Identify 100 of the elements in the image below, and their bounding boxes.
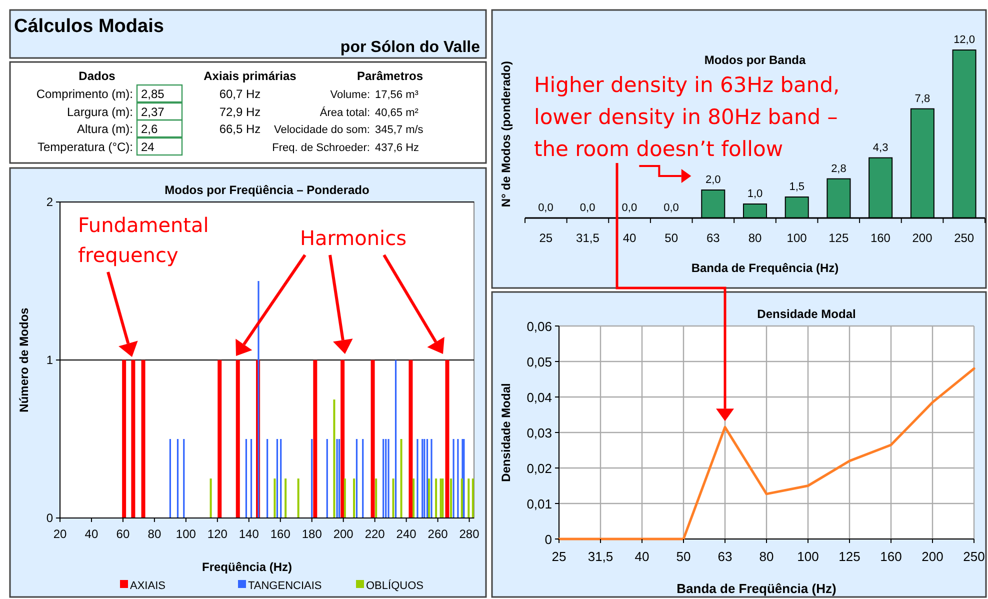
x-tick-label: 63 <box>718 549 732 564</box>
y-tick-label: 0 <box>46 511 54 525</box>
x-tick-label: 250 <box>963 549 985 564</box>
data-label: 1,0 <box>747 188 763 200</box>
x-tick-label: 250 <box>954 231 974 245</box>
data-label: 1,5 <box>789 181 805 193</box>
bar <box>375 478 378 518</box>
data-label: 0,0 <box>580 202 596 214</box>
x-tick-label: 120 <box>207 527 228 541</box>
bar <box>297 478 300 518</box>
legend-label: OBLÍQUOS <box>366 579 424 592</box>
bar <box>274 478 276 518</box>
x-tick-label: 200 <box>912 231 933 245</box>
x-axis-title: Banda de Frequência (Hz) <box>691 261 839 275</box>
y-tick-label: 0,04 <box>526 390 552 405</box>
text: Cálculos Modais <box>14 16 164 37</box>
text: Parâmetros <box>356 69 424 83</box>
x-tick-label: 160 <box>270 527 291 541</box>
text: 40,65 m² <box>375 107 419 119</box>
text: 66,5 Hz <box>219 122 261 136</box>
x-tick-label: 260 <box>428 527 448 541</box>
bar <box>408 360 413 518</box>
y-tick-label: 0 <box>544 532 552 547</box>
bar <box>472 478 474 518</box>
bar <box>468 478 470 518</box>
bar <box>131 360 136 518</box>
x-tick-label: 280 <box>459 527 480 541</box>
x-tick-label: 40 <box>84 527 98 541</box>
data-label: 0,0 <box>538 202 554 214</box>
text: Comprimento (m): <box>36 87 133 101</box>
text: Largura (m): <box>66 105 133 119</box>
bar <box>400 439 402 518</box>
data-label: 2,8 <box>831 162 846 175</box>
text: 2,6 <box>141 122 158 136</box>
text: Velocidade do som: <box>274 124 370 136</box>
x-tick-label: 25 <box>539 231 553 245</box>
bar <box>340 360 345 518</box>
text: por Sólon do Valle <box>340 39 480 56</box>
y-tick-label: 1 <box>46 353 54 367</box>
x-tick-label: 31,5 <box>588 549 614 564</box>
x-axis-title: Banda de Freqüência (Hz) <box>676 581 836 596</box>
text: Volume: <box>330 89 370 101</box>
bar <box>428 478 430 518</box>
x-tick-label: 31,5 <box>576 231 600 245</box>
bar <box>313 360 318 518</box>
text: Axiais primárias <box>204 69 297 83</box>
bar <box>236 360 240 518</box>
bar <box>460 478 463 518</box>
bar <box>353 478 356 518</box>
data-label: 0,0 <box>622 202 638 214</box>
bar <box>122 360 126 518</box>
y-tick-label: 0,05 <box>526 354 552 370</box>
text: Freq. de Schroeder: <box>272 142 370 154</box>
y-axis-title: Densidade Modal <box>499 383 513 482</box>
chart-title: Modos por Banda <box>704 53 806 67</box>
bar <box>333 400 336 518</box>
annotation: Harmonics <box>300 226 407 250</box>
text: 72,9 Hz <box>219 105 261 119</box>
x-tick-label: 125 <box>838 549 860 564</box>
x-tick-label: 25 <box>552 549 566 564</box>
chart-title: Modos por Freqüência – Ponderado <box>164 183 370 197</box>
data-label: 4,3 <box>872 142 888 154</box>
data-label: 12,0 <box>954 34 975 46</box>
x-tick-label: 50 <box>676 549 691 564</box>
x-tick-label: 200 <box>333 527 354 541</box>
x-tick-label: 125 <box>828 231 849 245</box>
bar <box>210 478 212 518</box>
chart-title: Densidade Modal <box>757 307 856 321</box>
x-tick-label: 100 <box>797 549 819 564</box>
text: Temperatura (°C): <box>38 140 133 154</box>
x-tick-label: 20 <box>53 527 67 541</box>
bar <box>412 478 415 518</box>
y-tick-label: 0,03 <box>526 426 552 440</box>
x-axis-title: Freqüência (Hz) <box>202 560 292 574</box>
text: 60,7 Hz <box>219 87 261 101</box>
x-tick-label: 63 <box>706 231 720 245</box>
x-tick-label: 80 <box>748 231 762 245</box>
bar <box>435 478 438 518</box>
x-tick-label: 140 <box>238 527 260 541</box>
text: 17,56 m³ <box>375 89 419 101</box>
bar <box>218 360 222 518</box>
x-tick-label: 80 <box>148 527 162 541</box>
text: Dados <box>78 69 116 83</box>
text: Altura (m): <box>76 122 133 136</box>
x-tick-label: 80 <box>759 549 774 564</box>
y-axis-title: Número de Modos <box>17 307 31 412</box>
text: 2,85 <box>141 87 165 101</box>
data-label: 7,8 <box>914 92 930 105</box>
bar <box>141 360 146 518</box>
x-tick-label: 40 <box>634 549 650 564</box>
legend-label: AXIAIS <box>130 580 166 592</box>
annotation: Higher density in 63Hz band, lower density in 80Hz band – the room doesn’t follow <box>534 73 840 161</box>
x-tick-label: 100 <box>176 527 196 541</box>
x-tick-label: 40 <box>622 231 637 245</box>
text: 437,6 Hz <box>375 142 420 154</box>
data-label: 0,0 <box>664 202 679 214</box>
annotation: Fundamental frequency <box>78 213 209 267</box>
y-tick-label: 0,01 <box>526 496 552 512</box>
x-tick-label: 160 <box>870 231 891 245</box>
bar <box>445 360 450 518</box>
